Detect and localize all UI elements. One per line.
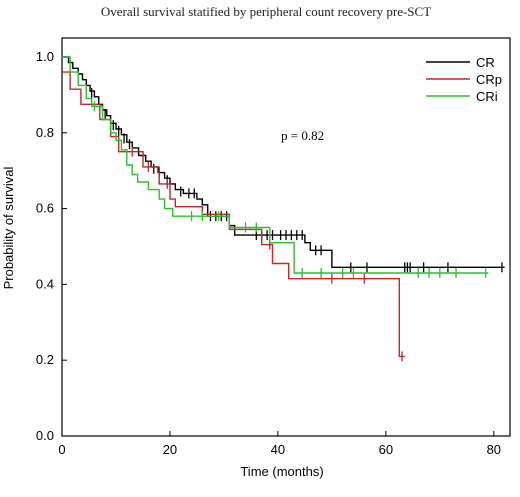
x-tick-label: 60 xyxy=(379,442,393,457)
y-tick-label: 0.4 xyxy=(36,276,54,291)
series-cri xyxy=(62,56,489,279)
x-tick-label: 0 xyxy=(58,442,65,457)
legend-label-crp: CRp xyxy=(476,72,502,87)
series-crp-line xyxy=(62,71,405,358)
x-tick-label: 80 xyxy=(487,442,501,457)
x-axis-label: Time (months) xyxy=(240,464,323,479)
series-cr-line xyxy=(62,56,505,268)
y-axis: 0.0 0.2 0.4 0.6 0.8 1.0 xyxy=(36,49,67,443)
x-tick-label: 40 xyxy=(271,442,285,457)
x-tick-label: 20 xyxy=(163,442,177,457)
plot-frame xyxy=(61,37,511,437)
y-tick-label: 0.2 xyxy=(36,352,54,367)
series-crp xyxy=(62,71,405,362)
p-value-annotation: p = 0.82 xyxy=(281,128,324,143)
y-tick-label: 0.6 xyxy=(36,201,54,216)
chart-title: Overall survival statified by peripheral… xyxy=(101,4,431,19)
legend-label-cr: CR xyxy=(476,55,495,70)
legend: CR CRp CRi xyxy=(426,55,502,104)
series-cri-line xyxy=(62,56,489,274)
legend-label-cri: CRi xyxy=(476,89,498,104)
y-tick-label: 0.8 xyxy=(36,125,54,140)
series-layer xyxy=(62,56,505,362)
y-tick-label: 1.0 xyxy=(36,49,54,64)
x-axis: 0 20 40 60 80 xyxy=(58,431,501,457)
y-axis-label: Probability of survival xyxy=(1,166,16,289)
y-tick-label: 0.0 xyxy=(36,428,54,443)
